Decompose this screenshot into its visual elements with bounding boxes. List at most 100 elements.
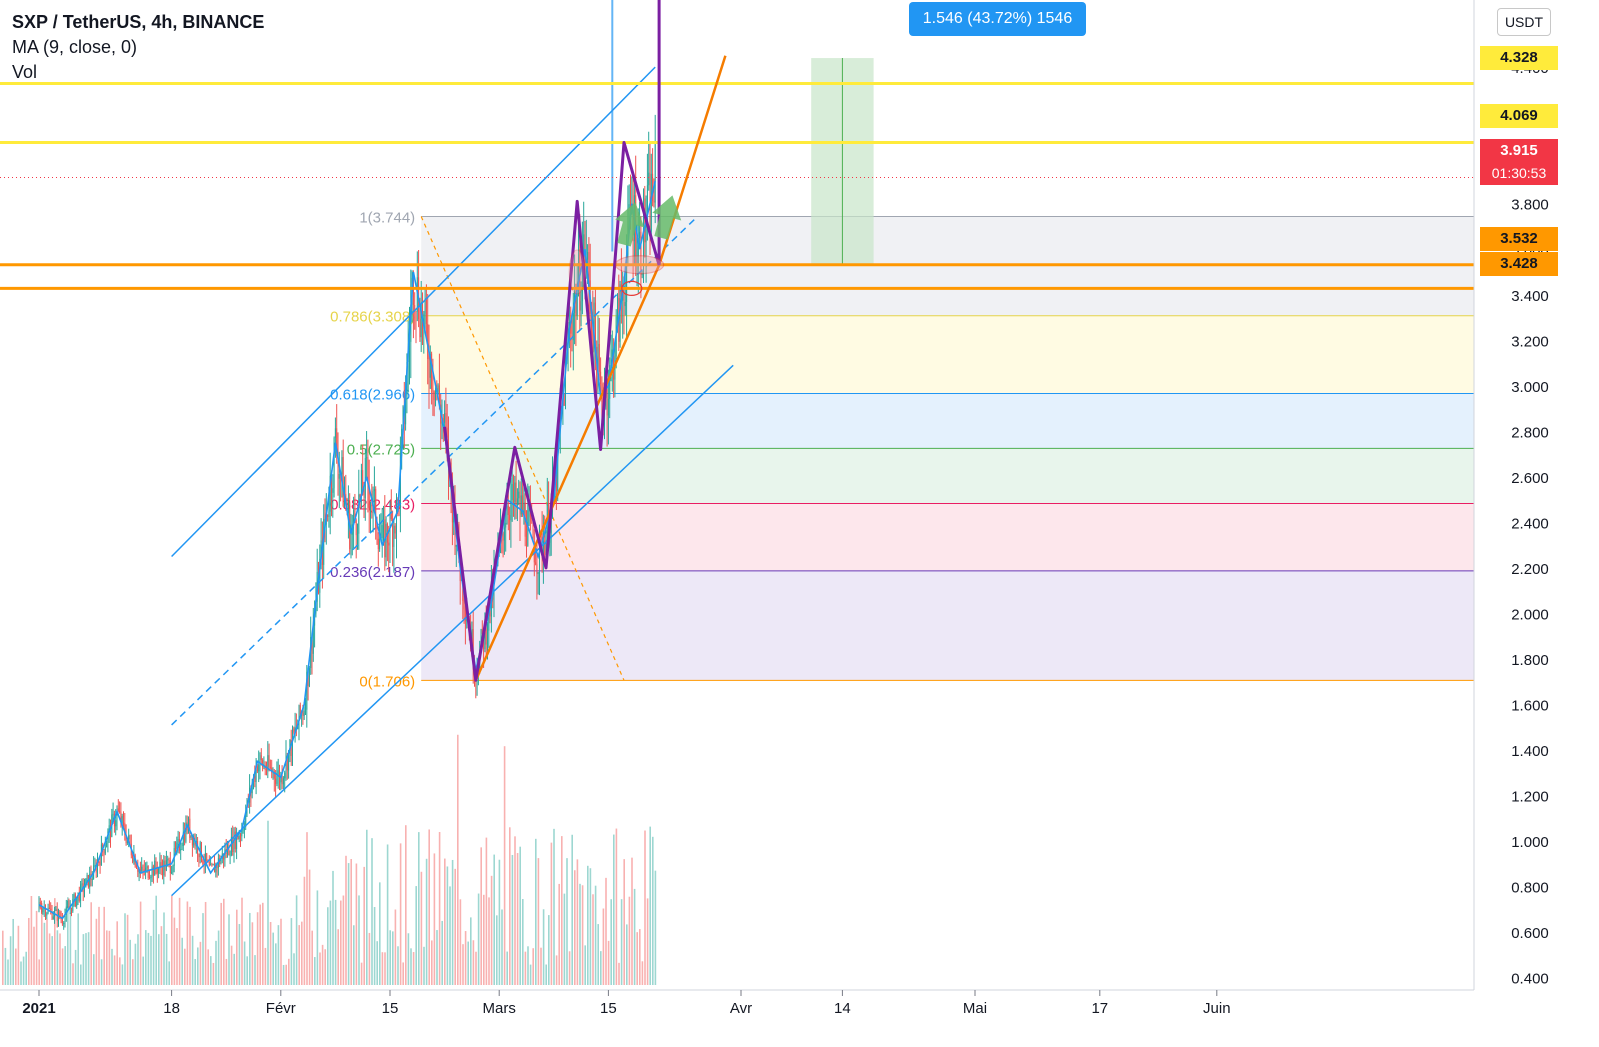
candle-body (273, 771, 275, 779)
volume-bar (311, 930, 313, 985)
candle-body (390, 512, 392, 520)
volume-bar (366, 829, 368, 985)
candle-body (433, 391, 435, 400)
candle-body (61, 918, 63, 924)
volume-bar (173, 917, 176, 985)
candle-body (89, 873, 91, 888)
volume-bar (438, 832, 441, 985)
volume-bar (236, 909, 238, 985)
price-label-r2: 4.069 (1480, 104, 1558, 128)
volume-bar (108, 930, 111, 985)
volume-bar (230, 945, 233, 985)
volume-bar (269, 922, 272, 985)
candle-body (172, 865, 174, 873)
volume-bar (275, 943, 277, 985)
candle-body (147, 866, 149, 879)
volume-bar (457, 734, 459, 985)
candle-body (641, 273, 643, 275)
candle-body (481, 629, 483, 634)
volume-bar (524, 951, 527, 985)
candle-body (442, 418, 444, 423)
volume-bar (282, 964, 285, 985)
volume-bar (527, 946, 529, 985)
candle-body (242, 829, 244, 832)
volume-bar (285, 964, 287, 985)
candle-body (355, 520, 357, 536)
volume-bar (147, 932, 150, 985)
volume-bar (587, 865, 589, 985)
candle-body (67, 906, 69, 908)
candle-body (137, 868, 139, 872)
ascending-channel (171, 66, 734, 897)
volume-bar (256, 912, 259, 985)
time-tick-label: 2021 (22, 1000, 55, 1017)
candle-body (437, 385, 439, 392)
candle-body (275, 778, 277, 784)
ma-indicator-label[interactable]: MA (9, close, 0) (12, 37, 138, 57)
candle-body (210, 864, 212, 866)
candle-body (338, 473, 340, 479)
candle-body (466, 619, 468, 622)
candle-body (91, 878, 93, 880)
candle-body (358, 494, 360, 534)
candle-body (293, 728, 295, 733)
candle-body (228, 845, 230, 856)
candle-body (570, 321, 572, 334)
time-tick-label: 14 (834, 1000, 851, 1017)
candle-body (64, 914, 66, 924)
candle-body (402, 406, 404, 429)
volume-bar (371, 838, 373, 985)
candle-body (445, 413, 447, 428)
candle-body (191, 835, 193, 846)
candle-body (103, 849, 105, 854)
volume-bar (379, 882, 381, 985)
volume-bar (168, 961, 170, 985)
candle-body (133, 855, 135, 862)
candle-body (81, 883, 83, 885)
candle-body (650, 173, 652, 232)
volume-bar (301, 921, 303, 985)
fib-level-label: 0(1.706) (359, 673, 415, 690)
volume-bar (420, 871, 423, 985)
candle-body (240, 835, 241, 837)
candle-body (212, 864, 214, 866)
candle-body (171, 872, 173, 874)
candle-body (193, 837, 195, 846)
candle-body (156, 868, 158, 874)
fib-level-label: 1(3.744) (359, 209, 415, 226)
candle-body (485, 618, 487, 645)
volume-bar (493, 854, 495, 985)
volume-bar (384, 952, 386, 985)
candle-body (583, 234, 585, 262)
candle-body (412, 277, 414, 306)
candle-body (266, 770, 267, 772)
volume-bar (277, 925, 280, 985)
volume-bar (454, 868, 456, 985)
volume-indicator-label[interactable]: Vol (12, 62, 38, 82)
volume-bar (332, 870, 334, 985)
volume-bar (449, 886, 451, 985)
channel-mid-line (171, 219, 695, 726)
candle-body (59, 911, 61, 918)
volume-bar (615, 828, 618, 985)
candle-body (271, 767, 273, 773)
candle-body (223, 853, 225, 860)
volume-bar (423, 946, 425, 985)
candle-body (519, 491, 521, 515)
candle-body (123, 816, 124, 823)
candle-body (643, 198, 644, 274)
fib-zone (421, 503, 1475, 571)
volume-bar (126, 914, 129, 985)
symbol-title[interactable]: SXP / TetherUS, 4h, BINANCE (12, 12, 265, 32)
volume-bar (223, 898, 225, 985)
volume-bar (220, 902, 222, 985)
volume-bar (490, 875, 493, 985)
price-tick-label: 1.400 (1511, 743, 1549, 760)
currency-button[interactable]: USDT (1497, 8, 1551, 36)
price-tick-label: 0.400 (1511, 971, 1549, 988)
candle-body (201, 842, 202, 861)
candle-body (593, 302, 595, 353)
candle-body (150, 876, 152, 879)
volume-bar (652, 836, 654, 985)
